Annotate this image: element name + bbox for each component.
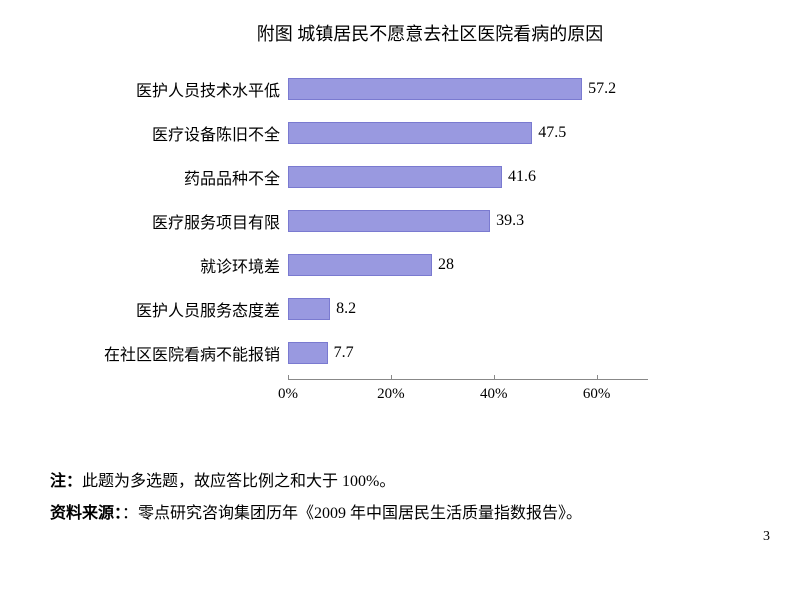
- note-line: 注：此题为多选题，故应答比例之和大于 100%。: [50, 466, 582, 498]
- bar-fill: [288, 342, 328, 364]
- bar-fill: [288, 122, 532, 144]
- axis-tick-label: 0%: [278, 386, 298, 403]
- bar-fill: [288, 254, 432, 276]
- axis-tick: [391, 375, 392, 380]
- chart-title: 附图 城镇居民不愿意去社区医院看病的原因: [60, 20, 680, 46]
- bar-row: 在社区医院看病不能报销 7.7: [60, 335, 680, 371]
- bar-track: 47.5: [288, 122, 680, 144]
- bar-track: 28: [288, 254, 680, 276]
- bar-row: 医护人员服务态度差 8.2: [60, 291, 680, 327]
- bar-fill: [288, 298, 330, 320]
- bar-label: 医疗设备陈旧不全: [60, 121, 288, 145]
- bar-value: 7.7: [330, 344, 354, 362]
- bar-track: 57.2: [288, 78, 680, 100]
- axis-tick: [288, 375, 289, 380]
- bar-fill: [288, 166, 502, 188]
- bar-track: 39.3: [288, 210, 680, 232]
- axis-tick-label: 40%: [480, 386, 508, 403]
- bar-value: 57.2: [584, 80, 616, 98]
- bar-label: 医护人员服务态度差: [60, 297, 288, 321]
- bar-value: 41.6: [504, 168, 536, 186]
- note-label: 注：: [50, 473, 82, 490]
- axis-tick-label: 60%: [583, 386, 611, 403]
- bars-area: 医护人员技术水平低 57.2 医疗设备陈旧不全 47.5 药品品种不全 41.6 医疗服务项…: [60, 71, 680, 371]
- bar-row: 就诊环境差 28: [60, 247, 680, 283]
- source-label: 资料来源：: [50, 505, 122, 522]
- bar-fill: [288, 78, 582, 100]
- bar-label: 医护人员技术水平低: [60, 77, 288, 101]
- bar-track: 7.7: [288, 342, 680, 364]
- footer-notes: 注：此题为多选题，故应答比例之和大于 100%。 资料来源：：零点研究咨询集团历…: [50, 466, 582, 530]
- bar-track: 8.2: [288, 298, 680, 320]
- x-axis: 0%20%40%60%: [288, 379, 648, 410]
- bar-label: 医疗服务项目有限: [60, 209, 288, 233]
- source-line: 资料来源：：零点研究咨询集团历年《2009 年中国居民生活质量指数报告》。: [50, 498, 582, 530]
- bar-label: 就诊环境差: [60, 253, 288, 277]
- bar-track: 41.6: [288, 166, 680, 188]
- bar-value: 28: [434, 256, 454, 274]
- source-text: ：零点研究咨询集团历年《2009 年中国居民生活质量指数报告》。: [122, 505, 582, 522]
- axis-tick: [597, 375, 598, 380]
- bar-value: 8.2: [332, 300, 356, 318]
- bar-row: 药品品种不全 41.6: [60, 159, 680, 195]
- bar-row: 医护人员技术水平低 57.2: [60, 71, 680, 107]
- bar-row: 医疗设备陈旧不全 47.5: [60, 115, 680, 151]
- note-text: 此题为多选题，故应答比例之和大于 100%。: [82, 473, 395, 490]
- bar-fill: [288, 210, 490, 232]
- axis-tick: [494, 375, 495, 380]
- page-number: 3: [763, 529, 770, 545]
- bar-label: 药品品种不全: [60, 165, 288, 189]
- bar-row: 医疗服务项目有限 39.3: [60, 203, 680, 239]
- chart-container: 附图 城镇居民不愿意去社区医院看病的原因 医护人员技术水平低 57.2 医疗设备陈旧…: [60, 20, 680, 410]
- bar-value: 39.3: [492, 212, 524, 230]
- bar-value: 47.5: [534, 124, 566, 142]
- bar-label: 在社区医院看病不能报销: [60, 341, 288, 365]
- axis-tick-label: 20%: [377, 386, 405, 403]
